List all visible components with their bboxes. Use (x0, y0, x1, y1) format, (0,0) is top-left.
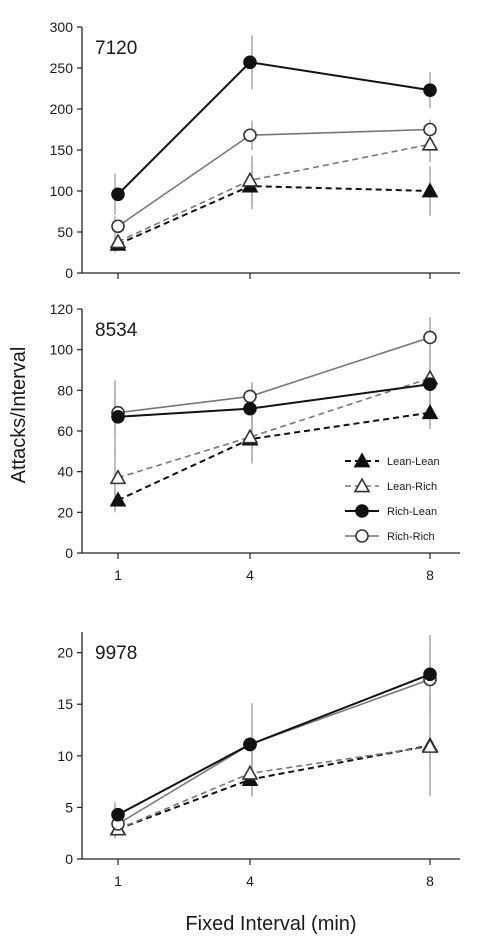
legend-label: Lean-Lean (387, 456, 440, 468)
legend-marker (355, 529, 369, 543)
y-tick-label: 15 (57, 696, 73, 712)
legend-entry: Rich-Rich (345, 529, 435, 543)
series-rich-lean (114, 35, 431, 215)
data-point (243, 737, 257, 752)
y-tick-label: 0 (65, 851, 73, 867)
data-point (423, 377, 437, 392)
legend-entry: Lean-Rich (345, 477, 437, 493)
y-axis-label: Attacks/Interval (8, 347, 30, 484)
panel-8534: 0 20 40 60 80 100 120 1 4 8 8534 (50, 301, 460, 583)
y-tick-label: 10 (57, 748, 73, 764)
series-rich-rich (114, 317, 431, 436)
panel-title: 7120 (95, 38, 137, 59)
y-tick-label: 100 (50, 342, 74, 358)
series-lean-lean (114, 724, 431, 839)
x-axis-label: Fixed Interval (min) (185, 913, 356, 935)
legend: Lean-Lean Lean-Rich Rich-Lean Rich-Rich (345, 452, 440, 543)
series-lean-rich (114, 697, 431, 838)
series-line (117, 61, 431, 195)
series-rich-rich (114, 645, 431, 834)
y-tick-label: 60 (57, 423, 73, 439)
data-point (243, 389, 257, 404)
data-point (243, 401, 257, 416)
legend-marker (355, 504, 369, 518)
data-point (421, 737, 439, 753)
data-point (111, 187, 125, 202)
data-point (111, 219, 125, 234)
legend-label: Rich-Rich (387, 531, 435, 543)
series-lean-lean (114, 163, 431, 253)
panel-title: 8534 (95, 320, 138, 341)
data-point (111, 409, 125, 424)
series-line (117, 745, 431, 830)
y-tick-label: 0 (65, 265, 73, 281)
data-point (241, 171, 259, 187)
series-line (117, 336, 431, 414)
y-tick-label: 300 (50, 19, 74, 35)
y-tick-label: 50 (57, 224, 73, 240)
legend-marker (353, 452, 371, 468)
series-lean-rich (114, 126, 431, 248)
x-tick-label: 8 (426, 567, 434, 583)
series-rich-rich (114, 119, 431, 237)
data-point (423, 83, 437, 97)
data-point (109, 491, 127, 507)
y-tick-label: 40 (57, 464, 73, 480)
y-tick-label: 100 (50, 183, 74, 199)
y-tick-label: 20 (57, 645, 73, 661)
data-point (109, 233, 127, 249)
x-tick-label: 4 (246, 567, 254, 583)
data-point (109, 469, 127, 485)
data-point (423, 667, 437, 682)
data-point (423, 330, 437, 345)
y-tick-label: 150 (50, 142, 74, 158)
y-tick-label: 200 (50, 101, 74, 117)
series-line (117, 411, 431, 502)
legend-label: Lean-Rich (387, 481, 437, 493)
x-tick-label: 1 (114, 567, 122, 583)
y-tick-label: 0 (65, 545, 73, 561)
legend-marker (353, 477, 371, 493)
data-point (421, 135, 439, 151)
y-tick-label: 5 (65, 799, 73, 815)
y-tick-label: 120 (50, 301, 74, 317)
panel-title: 9978 (95, 643, 137, 664)
data-point (243, 128, 257, 143)
data-point (243, 55, 257, 70)
data-point (421, 182, 439, 198)
series-line (117, 128, 431, 227)
legend-label: Rich-Lean (387, 506, 437, 518)
data-point (421, 404, 439, 420)
data-point (111, 807, 125, 822)
x-tick-label: 1 (114, 873, 122, 889)
x-tick-label: 8 (426, 873, 434, 889)
series-line (117, 678, 431, 825)
series-line (117, 673, 431, 816)
data-point (241, 428, 259, 444)
x-tick-label: 4 (246, 873, 254, 889)
legend-entry: Lean-Lean (345, 452, 440, 468)
legend-entry: Rich-Lean (345, 504, 437, 518)
series-rich-lean (114, 355, 431, 454)
panel-7120: 0 50 100 150 200 250 300 7120 (50, 19, 460, 281)
y-tick-label: 250 (50, 60, 74, 76)
series-rich-lean (114, 635, 431, 828)
y-tick-label: 80 (57, 382, 73, 398)
data-point (241, 764, 259, 780)
series-lean-rich (114, 345, 431, 509)
y-tick-label: 20 (57, 504, 73, 520)
series-line (117, 744, 431, 831)
series-line (117, 377, 431, 479)
data-point (423, 122, 437, 137)
